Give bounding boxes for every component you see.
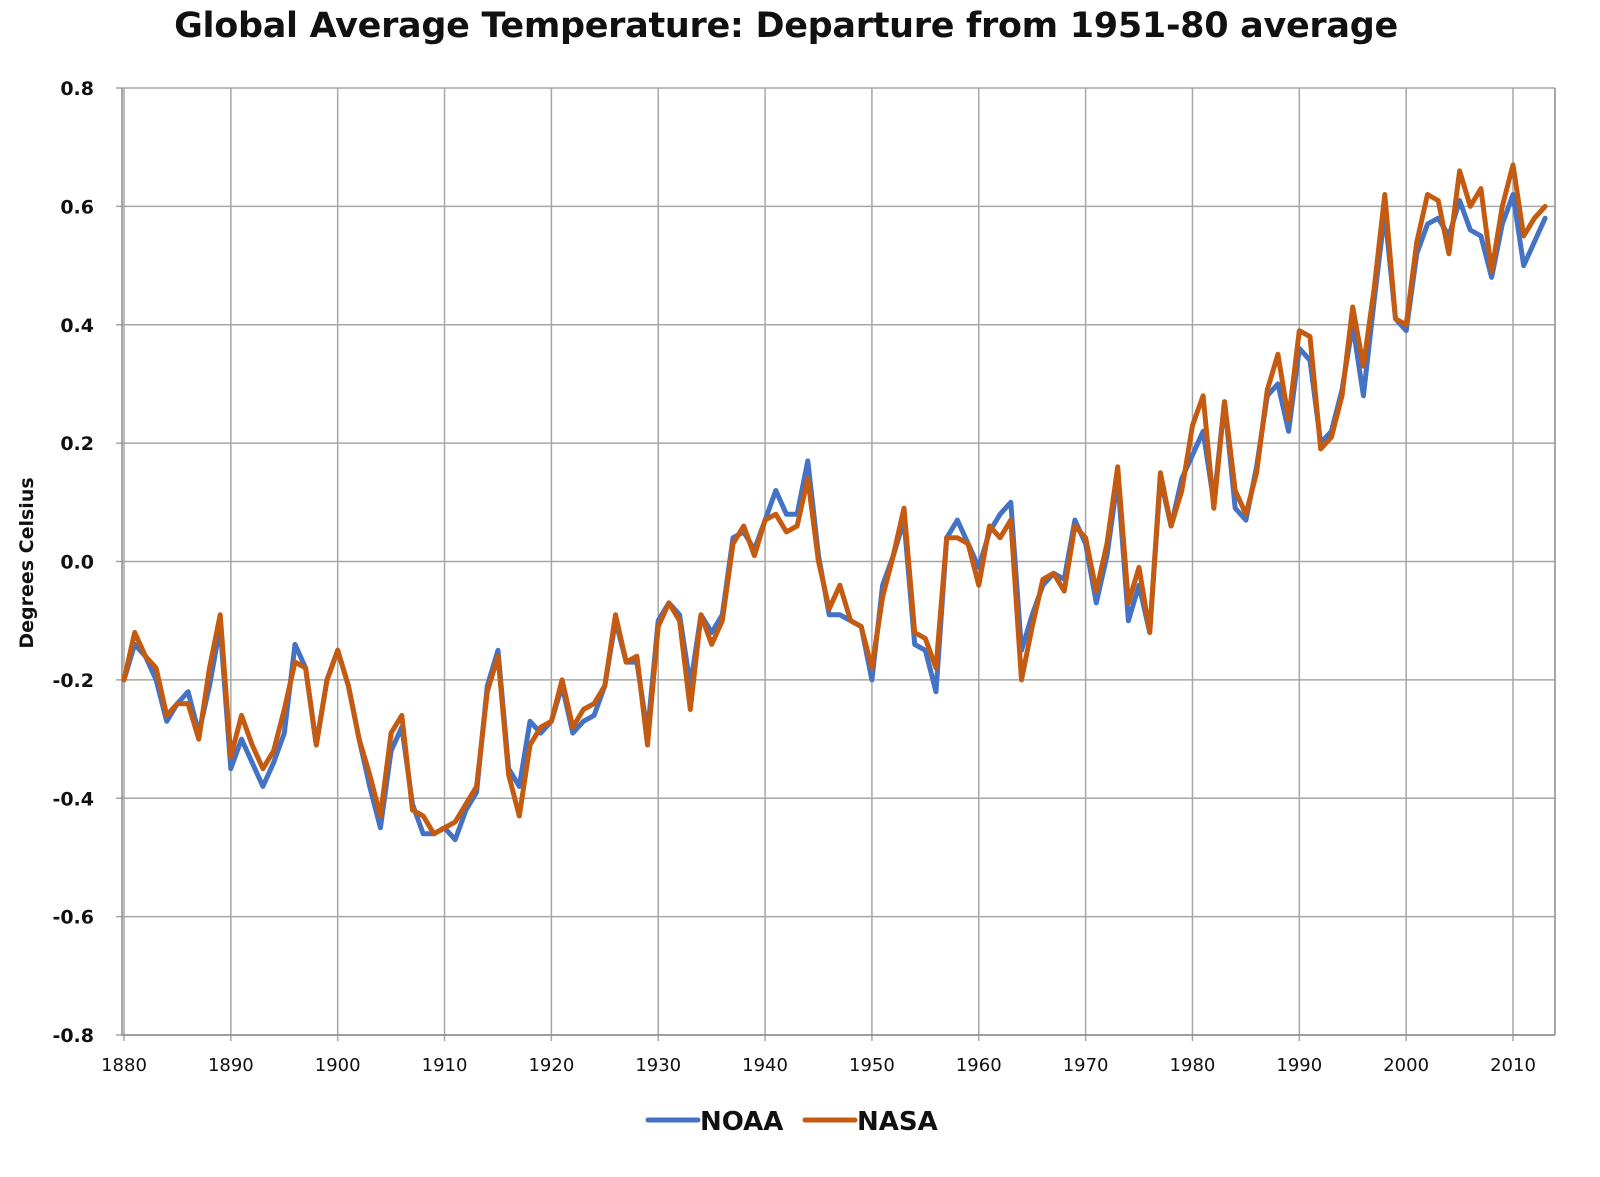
x-tick-label: 1900 — [315, 1055, 361, 1076]
x-tick-label: 1920 — [528, 1055, 574, 1076]
legend: NOAA NASA — [645, 1107, 938, 1137]
x-tick-labels: 1880 1890 1900 1910 1920 1930 1940 1950 1960 1970… — [101, 1055, 1536, 1076]
x-tick-label: 1980 — [1170, 1055, 1216, 1076]
x-tick-label: 2000 — [1383, 1055, 1429, 1076]
y-tick-label: -0.6 — [52, 907, 94, 929]
x-tick-label: 1910 — [422, 1055, 468, 1076]
axes — [116, 87, 1556, 1036]
x-tick-label: 1970 — [1063, 1055, 1109, 1076]
y-tick-label: -0.8 — [52, 1025, 94, 1047]
y-tick-label: -0.4 — [52, 788, 94, 810]
series-line-nasa — [121, 162, 1548, 837]
x-tick-label: 1950 — [849, 1055, 895, 1076]
x-tick-label: 1930 — [635, 1055, 681, 1076]
x-tick-label: 1940 — [742, 1055, 788, 1076]
y-tick-label: 0.6 — [60, 196, 94, 218]
x-tick-label: 1990 — [1276, 1055, 1322, 1076]
legend-label-nasa: NASA — [857, 1107, 938, 1137]
y-tick-label: 0.0 — [60, 552, 94, 574]
legend-label-noaa: NOAA — [700, 1107, 783, 1137]
y-tick-label: 0.4 — [60, 315, 94, 337]
y-tick-label: 0.2 — [60, 433, 94, 455]
chart-title: Global Average Temperature: Departure fr… — [174, 6, 1398, 46]
series-lines — [121, 162, 1548, 843]
y-tick-label: 0.8 — [60, 78, 94, 100]
y-tick-labels: 0.8 0.6 0.4 0.2 0.0 -0.2 -0.4 -0.6 -0.8 — [52, 78, 94, 1047]
x-tick-label: 2010 — [1490, 1055, 1536, 1076]
x-tick-label: 1880 — [101, 1055, 147, 1076]
x-tick-label: 1960 — [956, 1055, 1002, 1076]
gridlines — [122, 87, 1555, 1041]
x-tick-label: 1890 — [208, 1055, 254, 1076]
y-tick-label: -0.2 — [52, 670, 94, 692]
